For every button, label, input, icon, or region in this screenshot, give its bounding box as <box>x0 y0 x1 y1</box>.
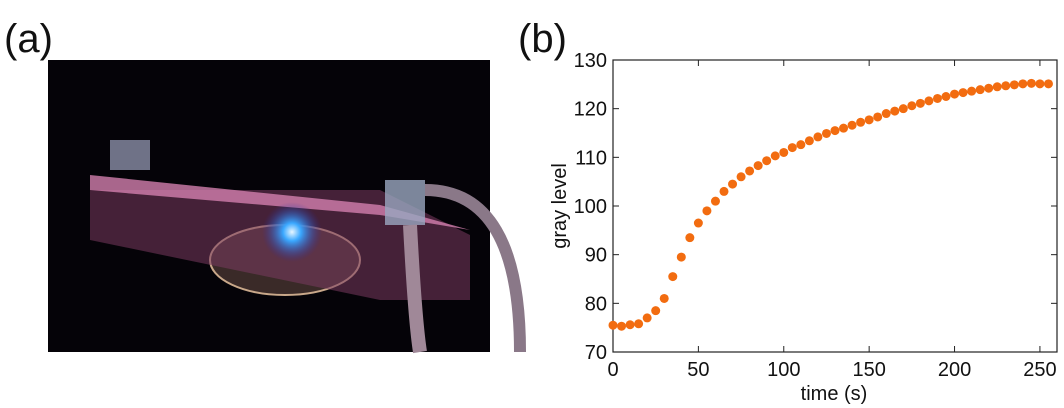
data-point <box>608 320 618 330</box>
y-tick-label: 130 <box>574 50 607 72</box>
data-point <box>719 186 729 196</box>
data-point <box>1001 81 1011 91</box>
data-point <box>813 132 823 142</box>
data-point <box>779 147 789 157</box>
data-point <box>804 136 814 146</box>
data-point <box>975 85 985 95</box>
data-point <box>847 120 857 130</box>
data-point <box>685 233 695 243</box>
y-axis-label: gray level <box>549 163 571 249</box>
data-point <box>984 83 994 93</box>
plot-frame <box>612 59 1058 353</box>
data-point <box>651 306 661 316</box>
photo <box>48 60 526 354</box>
data-point <box>668 272 678 282</box>
data-point <box>770 151 780 161</box>
panel-label: (b) <box>518 17 567 61</box>
x-tick-label: 250 <box>1023 359 1056 381</box>
y-tick-label: 120 <box>574 99 607 121</box>
data-point <box>745 166 755 176</box>
data-point <box>1009 80 1019 90</box>
data-point <box>830 126 840 136</box>
data-point <box>898 104 908 114</box>
data-point <box>1026 78 1036 88</box>
data-point <box>736 172 746 182</box>
data-point <box>787 143 797 153</box>
data-point <box>992 82 1002 92</box>
data-point <box>932 93 942 103</box>
data-point <box>702 206 712 216</box>
data-point <box>890 106 900 116</box>
data-point <box>924 96 934 106</box>
data-point <box>1018 79 1028 89</box>
data-point <box>839 123 849 133</box>
panel-label: (a) <box>4 17 53 61</box>
x-tick-label: 150 <box>852 359 885 381</box>
data-point <box>642 313 652 323</box>
data-point <box>967 86 977 96</box>
data-point <box>796 140 806 150</box>
data-point <box>950 89 960 99</box>
data-point <box>693 218 703 228</box>
data-point <box>1043 79 1053 89</box>
x-axis-label: time (s) <box>801 383 868 405</box>
x-tick-label: 200 <box>938 359 971 381</box>
data-point <box>821 128 831 138</box>
data-point <box>625 320 635 330</box>
data-point <box>1035 79 1045 89</box>
data-point <box>728 179 738 189</box>
data-point <box>676 252 686 262</box>
data-point <box>762 156 772 166</box>
y-tick-label: 90 <box>585 245 607 267</box>
data-point <box>907 101 917 111</box>
y-tick-label: 100 <box>574 196 607 218</box>
data-point <box>915 98 925 108</box>
data-point <box>753 161 763 171</box>
data-point <box>941 92 951 101</box>
data-point <box>710 196 720 206</box>
x-tick-label: 100 <box>767 359 800 381</box>
data-point <box>617 321 627 331</box>
data-point <box>958 88 968 98</box>
data-point <box>881 109 891 119</box>
data-point <box>659 293 669 303</box>
chart: 0 50 100 150 200 250 70 80 90 100 110 120 130 <box>574 50 1058 381</box>
x-tick-label: 50 <box>687 359 709 381</box>
y-tick-label: 70 <box>585 342 607 364</box>
y-tick-label: 80 <box>585 293 607 315</box>
x-tick-label: 0 <box>607 359 618 381</box>
data-point <box>856 117 866 127</box>
data-point <box>873 112 883 122</box>
y-tick-label: 110 <box>575 147 607 169</box>
data-point <box>634 319 644 329</box>
data-point <box>864 115 874 125</box>
